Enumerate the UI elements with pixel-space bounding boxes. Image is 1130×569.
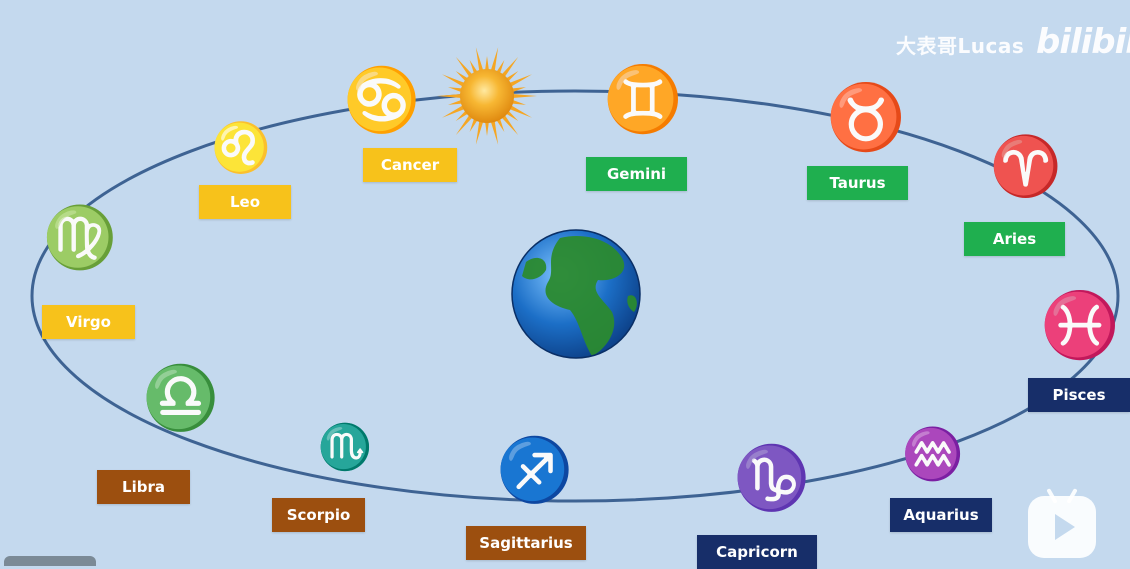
sagittarius-glyph-icon: ♐: [496, 433, 574, 506]
sun-ray: [509, 99, 526, 105]
earth-icon: [511, 229, 641, 359]
gemini-label: Gemini: [586, 157, 687, 191]
pisces-label: Pisces: [1028, 378, 1130, 412]
sun-ray: [448, 87, 465, 93]
earth-continent: [522, 257, 547, 280]
sun-icon: [437, 47, 537, 145]
sun-ray: [507, 104, 533, 118]
virgo-glyph-icon: ♍: [42, 203, 118, 273]
sun-ray: [490, 118, 499, 145]
virgo-label: Virgo: [42, 305, 135, 339]
taurus-label: Taurus: [807, 166, 908, 200]
sun-ray: [475, 47, 484, 74]
aquarius-glyph-icon: ♒: [901, 425, 965, 483]
aries-glyph-icon: ♈: [989, 132, 1063, 200]
uploader-watermark: 大表哥Lucas: [896, 34, 1025, 58]
sun-ray: [500, 113, 519, 136]
leo-glyph-icon: ♌: [211, 120, 271, 176]
sun-ray: [484, 119, 490, 136]
sun-ray: [509, 87, 526, 93]
player-corner-tab: [4, 556, 96, 566]
gemini-glyph-icon: ♊: [603, 63, 683, 137]
leo-label: Leo: [199, 185, 291, 219]
sun-ray: [455, 56, 474, 79]
earth-continent: [627, 295, 637, 312]
orbit-ellipse: [30, 89, 1120, 503]
scorpio-glyph-icon: ♏: [317, 422, 373, 473]
sun-ray: [490, 47, 499, 74]
sun-ray: [441, 74, 467, 88]
play-icon[interactable]: [1028, 496, 1096, 558]
sun-ray: [507, 74, 533, 88]
cancer-label: Cancer: [363, 148, 457, 182]
earth-continent: [545, 236, 625, 356]
sun-ray: [448, 99, 465, 105]
sun-ray: [455, 113, 474, 136]
scorpio-label: Scorpio: [272, 498, 365, 532]
earth-rim: [511, 229, 641, 359]
pisces-glyph-icon: ♓: [1040, 289, 1120, 363]
sun-ray: [475, 118, 484, 145]
taurus-glyph-icon: ♉: [826, 81, 906, 155]
sagittarius-label: Sagittarius: [466, 526, 586, 560]
sun-disc: [460, 69, 514, 123]
sun-ray: [510, 93, 537, 99]
bilibili-logo: bilibili: [1036, 22, 1130, 62]
capricorn-glyph-icon: ♑: [733, 441, 811, 514]
libra-label: Libra: [97, 470, 190, 504]
sun-ray: [437, 93, 464, 99]
sun-ray: [500, 56, 519, 79]
sun-ray: [441, 104, 467, 118]
capricorn-label: Capricorn: [697, 535, 817, 569]
libra-glyph-icon: ♎: [142, 361, 220, 434]
aries-label: Aries: [964, 222, 1065, 256]
sun-ray: [484, 56, 490, 73]
aquarius-label: Aquarius: [890, 498, 992, 532]
cancer-glyph-icon: ♋: [343, 63, 421, 136]
